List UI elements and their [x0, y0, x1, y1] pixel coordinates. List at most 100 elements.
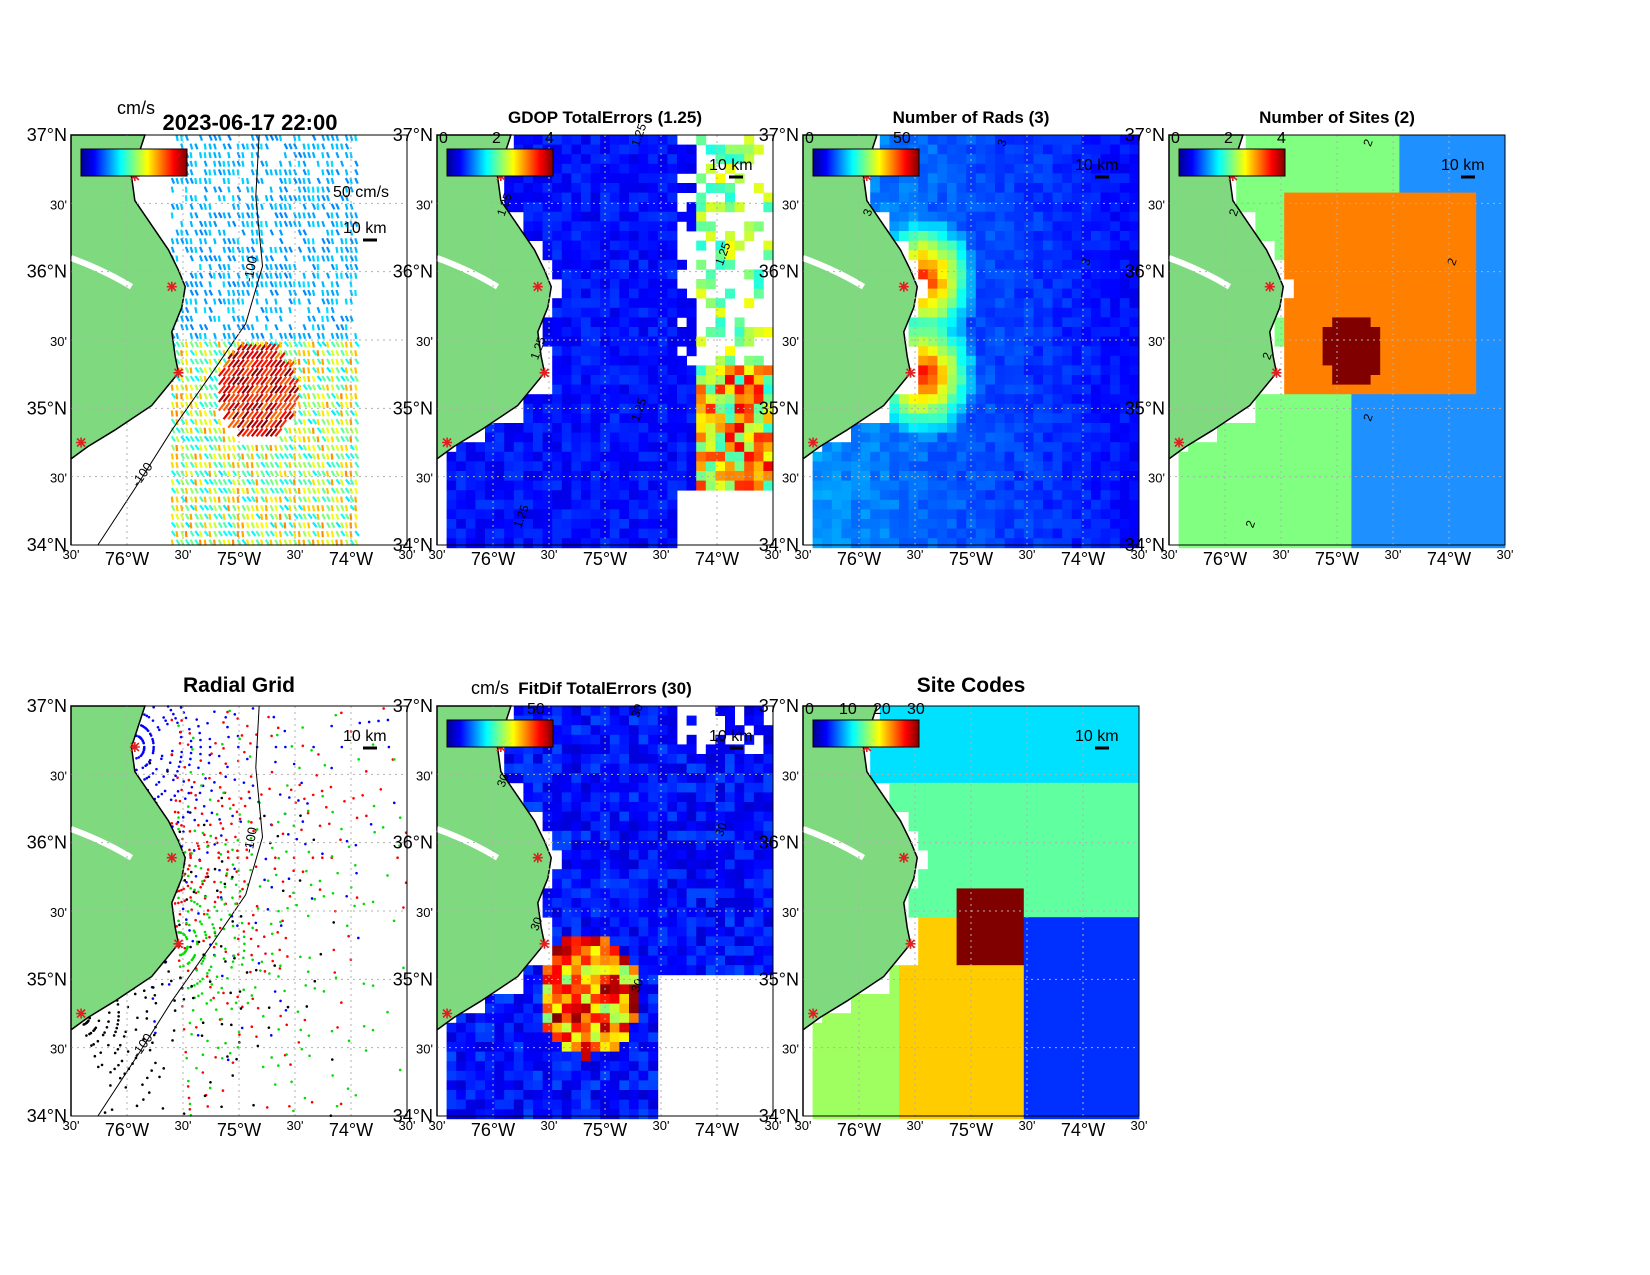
- field-cell: [763, 471, 774, 481]
- field-cell: [1062, 288, 1073, 299]
- x-tick-label: 74°W: [1061, 549, 1105, 569]
- field-cell: [1091, 240, 1101, 251]
- field-cell: [1274, 231, 1285, 241]
- field-cell: [638, 317, 649, 328]
- current-vector: [231, 237, 236, 245]
- field-cell: [552, 442, 563, 453]
- field-cell: [927, 394, 938, 405]
- field-cell: [1284, 394, 1295, 405]
- field-cell: [1293, 471, 1304, 481]
- field-cell: [1043, 394, 1053, 405]
- field-cell: [657, 423, 668, 433]
- current-vector: [185, 521, 191, 528]
- field-cell: [1043, 355, 1053, 366]
- current-vector: [278, 160, 283, 167]
- field-cell: [1023, 355, 1034, 366]
- current-vector: [311, 324, 315, 331]
- field-cell: [1178, 480, 1189, 491]
- current-vector: [250, 427, 259, 438]
- field-cell: [542, 432, 553, 443]
- current-vector: [250, 212, 254, 219]
- field-cell: [638, 403, 649, 414]
- field-cell: [1361, 413, 1371, 424]
- field-cell: [1322, 480, 1333, 491]
- current-vector: [302, 461, 307, 469]
- field-cell: [1091, 317, 1101, 328]
- field-cell: [918, 144, 929, 155]
- current-vector: [250, 186, 254, 193]
- field-cell: [1100, 269, 1111, 280]
- field-cell: [985, 135, 996, 145]
- field-cell: [1023, 173, 1034, 184]
- current-vector: [307, 436, 311, 443]
- field-cell: [590, 461, 601, 472]
- current-vector: [213, 513, 219, 520]
- field-cell: [523, 413, 534, 424]
- field-cell: [1437, 288, 1448, 299]
- field-cell: [995, 327, 1005, 337]
- current-vector: [180, 461, 186, 468]
- current-vector: [217, 289, 222, 297]
- field-cell: [513, 202, 524, 213]
- current-vector: [222, 143, 227, 150]
- current-vector: [264, 513, 268, 520]
- current-vector: [260, 350, 269, 360]
- field-cell: [657, 442, 668, 453]
- field-cell: [1457, 394, 1467, 405]
- current-vector: [241, 177, 245, 185]
- field-cell: [1418, 154, 1429, 165]
- current-vector: [189, 418, 195, 425]
- current-vector: [227, 134, 232, 141]
- field-cell: [1380, 154, 1391, 165]
- field-cell: [1303, 211, 1314, 222]
- field-cell: [1284, 365, 1295, 376]
- current-vector: [208, 358, 212, 365]
- current-vector: [325, 401, 329, 408]
- field-cell: [1062, 423, 1073, 433]
- field-cell: [1004, 211, 1015, 222]
- field-cell: [1245, 442, 1256, 453]
- field-cell: [1437, 509, 1448, 520]
- field-cell: [1023, 490, 1034, 501]
- current-vector: [330, 315, 336, 322]
- field-cell: [1071, 163, 1082, 174]
- field-cell: [1409, 499, 1419, 510]
- field-cell: [956, 240, 967, 251]
- current-vector: [213, 349, 219, 356]
- field-cell: [985, 499, 996, 510]
- field-cell: [677, 163, 687, 174]
- current-vector: [255, 530, 261, 537]
- current-vector: [217, 470, 224, 477]
- field-cell: [1052, 202, 1063, 213]
- current-vector: [354, 177, 359, 184]
- field-cell: [1380, 259, 1391, 270]
- field-cell: [975, 384, 986, 395]
- current-vector: [344, 539, 349, 546]
- field-cell: [1245, 490, 1256, 501]
- current-vector: [325, 470, 330, 477]
- field-cell: [552, 221, 563, 232]
- field-cell: [985, 250, 996, 261]
- field-cell: [561, 202, 572, 213]
- field-cell: [1023, 279, 1034, 289]
- field-cell: [1437, 538, 1448, 549]
- field-cell: [966, 384, 977, 395]
- field-cell: [581, 202, 591, 213]
- field-cell: [1014, 471, 1025, 481]
- current-vector: [232, 358, 241, 369]
- field-cell: [985, 173, 996, 184]
- field-cell: [947, 355, 957, 366]
- field-cell: [629, 269, 639, 280]
- current-vector: [302, 478, 308, 486]
- current-vector: [175, 134, 179, 142]
- field-cell: [1284, 231, 1295, 241]
- field-cell: [629, 307, 639, 318]
- field-cell: [1303, 461, 1314, 472]
- field-cell: [504, 471, 515, 481]
- field-cell: [1071, 442, 1082, 453]
- current-vector: [283, 539, 288, 546]
- field-cell: [1052, 384, 1063, 395]
- field-cell: [686, 423, 697, 433]
- field-cell: [1071, 211, 1082, 222]
